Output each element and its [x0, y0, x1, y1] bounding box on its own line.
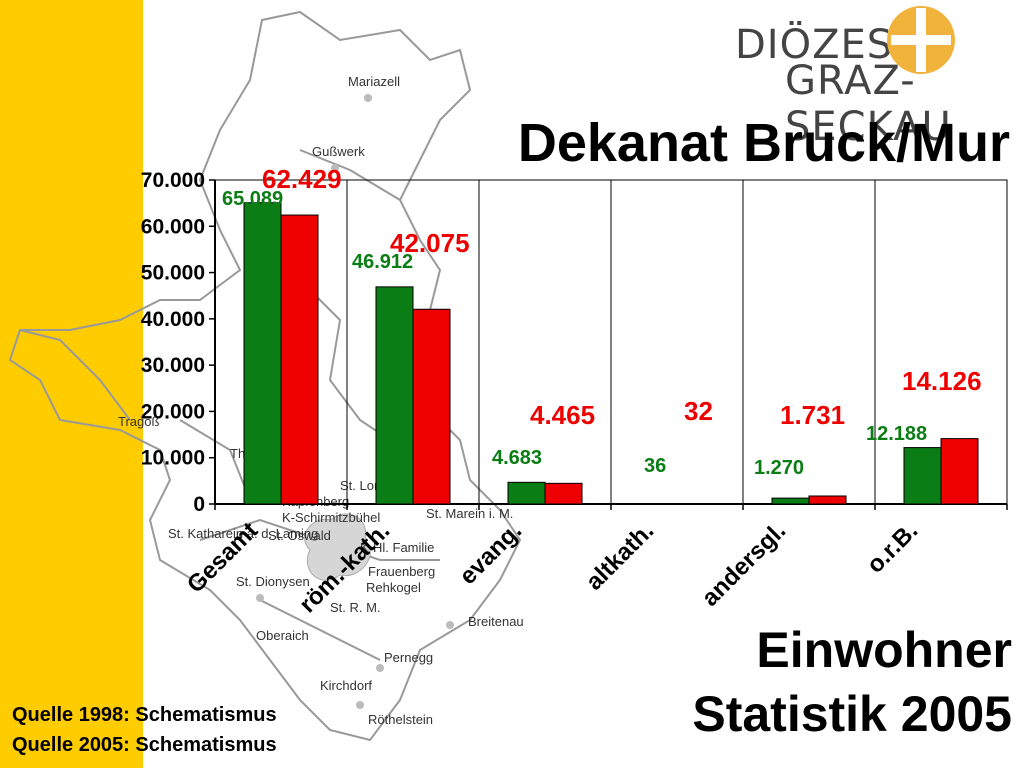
y-tick-label: 40.000 [141, 308, 205, 331]
map-label: Mariazell [348, 74, 400, 89]
bar-andersgl.-series1 [771, 497, 810, 505]
bar-o.r.B.-series2 [940, 438, 979, 505]
y-tick-label: 10.000 [141, 447, 205, 470]
bar-altkath.-series1 [639, 503, 678, 505]
x-category-label: o.r.B. [862, 517, 924, 579]
cross-sun-icon [887, 6, 955, 74]
bar-Gesamt-series1 [243, 202, 282, 505]
y-tick-label: 30.000 [141, 354, 205, 377]
map-label: Oberaich [256, 628, 309, 643]
data-label: 46.912 [352, 251, 413, 273]
data-label: 4.465 [530, 400, 595, 430]
map-label: St. Katharein a. d. Laming [168, 526, 318, 541]
bar-altkath.-series2 [676, 503, 715, 505]
map-label: Frauenberg [368, 564, 435, 579]
map-label: Breitenau [468, 614, 524, 629]
map-label: Rehkogel [366, 580, 421, 595]
data-label: 62.429 [262, 164, 342, 194]
data-label: 65.089 [222, 188, 283, 210]
bar-o.r.B.-series1 [903, 447, 942, 505]
subtitle-line-1: Einwohner [756, 622, 1012, 678]
map-label: K-Schirmitzbühel [282, 510, 380, 525]
x-category-label: evang. [454, 517, 527, 590]
map-label: St. Oswald [268, 528, 331, 543]
bar-evang.-series1 [507, 481, 546, 505]
data-label: 4.683 [492, 447, 542, 469]
subtitle-line-2: Statistik 2005 [692, 686, 1012, 742]
diocese-logo: DIÖZESE GRAZ-SECKAU [735, 0, 1024, 150]
map-label: K-Hl. Familie [360, 540, 434, 555]
data-label: 32 [684, 396, 713, 426]
map-label: Tragöß [118, 414, 159, 429]
bar-evang.-series2 [544, 482, 583, 505]
source-2005: Quelle 2005: Schematismus [12, 734, 277, 756]
x-category-label: andersgl. [697, 517, 792, 612]
data-label: 14.126 [902, 366, 982, 396]
map-label: Kirchdorf [320, 678, 372, 693]
data-label: 1.731 [780, 400, 845, 430]
y-tick-label: 60.000 [141, 215, 205, 238]
x-category-label: altkath. [581, 517, 660, 596]
map-label: Röthelstein [368, 712, 433, 727]
bar-röm.-kath.-series1 [375, 286, 414, 505]
y-tick-label: 50.000 [141, 262, 205, 285]
map-label: Pernegg [384, 650, 433, 665]
y-tick-label: 20.000 [141, 400, 205, 423]
data-label: 1.270 [754, 457, 804, 479]
data-label: 36 [644, 455, 666, 477]
data-label: 42.075 [390, 228, 470, 258]
bar-Gesamt-series2 [280, 214, 319, 505]
map-label: Gußwerk [312, 144, 365, 159]
y-tick-label: 0 [193, 493, 205, 516]
x-category-label: Gesamt [182, 517, 263, 598]
x-category-label: röm.-kath. [294, 517, 395, 618]
data-label: 12.188 [866, 423, 927, 445]
map-place-labels: MariazellGußwerkTragößThörlSt. Lorenzen … [118, 74, 524, 727]
map-label: St. Dionysen [236, 574, 310, 589]
map-label: St. Marein i. M. [426, 506, 513, 521]
map-label: St. R. M. [330, 600, 381, 615]
yellow-side-band [0, 0, 143, 768]
chart-title: Dekanat Bruck/Mur [517, 113, 1010, 173]
bar-röm.-kath.-series2 [412, 308, 451, 505]
source-notes: Quelle 1998: Schematismus Quelle 2005: S… [12, 700, 277, 760]
logo-line2: GRAZ-SECKAU [785, 58, 952, 150]
subtitle: Einwohner Statistik 2005 [592, 618, 1012, 746]
bar-andersgl.-series2 [808, 495, 847, 505]
y-tick-label: 70.000 [141, 169, 205, 192]
source-1998: Quelle 1998: Schematismus [12, 704, 277, 726]
